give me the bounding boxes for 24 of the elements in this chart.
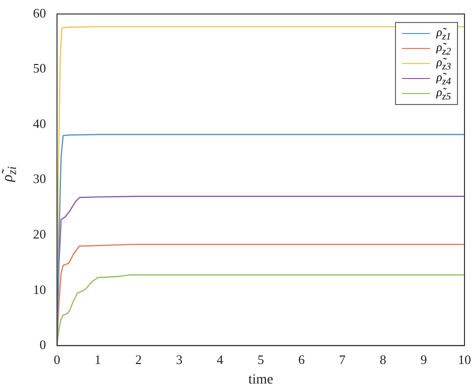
y-tick-label: 20: [33, 226, 46, 242]
y-tick-label: 0: [40, 337, 46, 352]
x-tick-label: 9: [420, 352, 427, 367]
x-tick-label: 8: [380, 352, 386, 367]
legend-label: ρ̃$_{z1}$: [436, 24, 451, 42]
x-tick-label: 4: [216, 352, 224, 367]
x-tick-label: 0: [54, 352, 60, 367]
legend-label: ρ̃$_{z2}$: [436, 40, 451, 58]
x-tick-label: 3: [176, 352, 182, 367]
legend-label: ρ̃$_{z4}$: [436, 70, 451, 88]
y-tick-label: 50: [33, 60, 46, 76]
y-tick-label: 30: [33, 171, 46, 186]
y-tick-label: 40: [33, 116, 46, 131]
x-tick-label: 1: [94, 352, 101, 367]
x-tick-label: 2: [135, 352, 142, 367]
y-tick-label: 10: [33, 282, 46, 297]
x-tick-label: 6: [298, 352, 306, 367]
x-axis-title: time: [248, 372, 274, 388]
x-tick-label: 7: [339, 352, 346, 367]
legend-label: ρ̃$_{z3}$: [436, 54, 451, 72]
x-tick-label: 10: [458, 352, 471, 367]
y-tick-label: 60: [33, 5, 46, 20]
legend-label: ρ̃$_{z5}$: [436, 84, 451, 102]
x-tick-label: 5: [258, 352, 264, 367]
